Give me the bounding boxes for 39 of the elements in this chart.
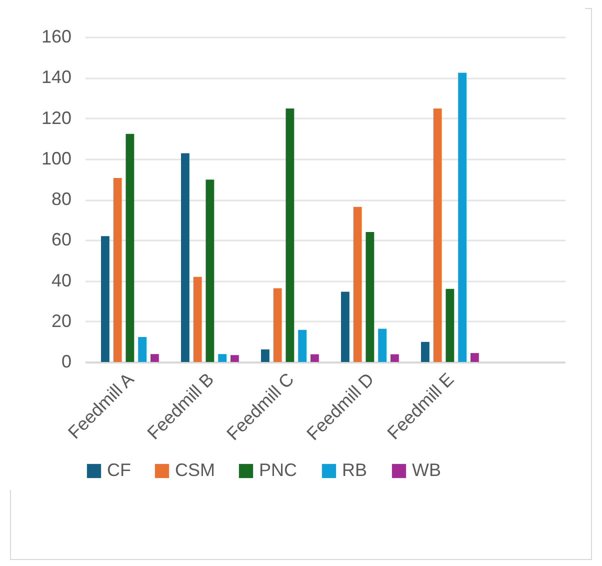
bar	[138, 337, 147, 362]
bar	[341, 292, 350, 362]
bar	[390, 354, 399, 362]
legend-label: RB	[342, 460, 368, 480]
y-tick-label: 60	[51, 230, 72, 250]
bar	[273, 288, 282, 362]
legend-label: PNC	[259, 460, 298, 480]
y-tick-label: 80	[51, 189, 72, 209]
bar	[286, 108, 294, 362]
bar	[126, 134, 134, 362]
legend-label: WB	[412, 460, 441, 480]
legend-label: CF	[107, 460, 131, 480]
y-tick-label: 160	[41, 26, 72, 46]
bar	[193, 276, 202, 362]
bar	[298, 330, 307, 362]
bar	[113, 178, 122, 362]
bar	[101, 236, 110, 362]
y-tick-label: 140	[41, 67, 72, 88]
bar	[421, 342, 430, 362]
y-tick-label: 20	[51, 310, 72, 331]
bar	[206, 180, 214, 362]
legend-label: CSM	[175, 460, 215, 480]
bar	[366, 232, 374, 362]
bar	[378, 328, 387, 362]
bar	[181, 153, 190, 362]
y-tick-label: 0	[61, 352, 72, 372]
y-tick-label: 120	[41, 108, 72, 128]
y-tick-label: 100	[41, 148, 72, 168]
bar	[446, 288, 454, 362]
bar	[230, 355, 239, 362]
bar	[218, 354, 227, 362]
bar	[310, 354, 319, 362]
bar	[353, 206, 362, 362]
bar	[261, 349, 270, 362]
bar	[433, 108, 442, 362]
y-tick-label: 40	[51, 270, 72, 290]
bar	[470, 353, 479, 362]
bar	[458, 72, 467, 362]
bar	[150, 354, 159, 362]
